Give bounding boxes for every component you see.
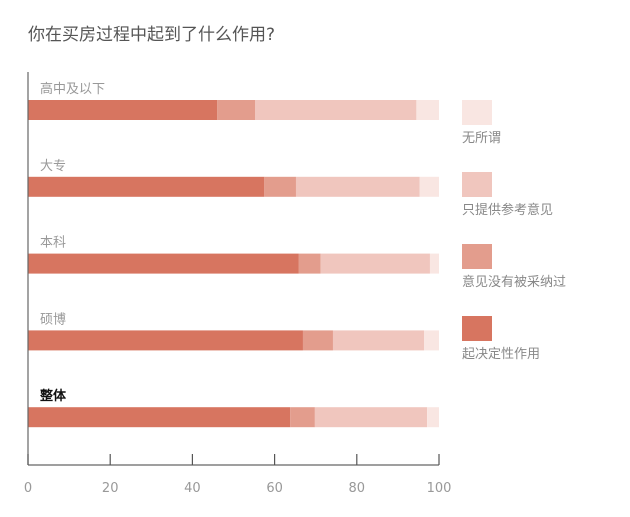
bar-segment (427, 407, 439, 428)
bar-segment (217, 100, 256, 120)
x-tick-label: 20 (102, 481, 119, 496)
legend-label: 无所谓 (462, 131, 501, 146)
category-label: 高中及以下 (40, 81, 105, 97)
bar-segment (295, 176, 420, 197)
x-tick-label: 60 (266, 481, 283, 496)
bar-segment (28, 330, 303, 351)
category-label: 大专 (40, 159, 66, 174)
legend-swatch (462, 172, 492, 197)
legend-label: 起决定性作用 (462, 347, 540, 362)
bar-segment (28, 253, 299, 274)
category-label: 整体 (39, 388, 67, 404)
bar-segment (290, 407, 315, 428)
bar-segment (302, 330, 333, 351)
x-tick-label: 80 (349, 481, 366, 496)
legend-swatch (462, 100, 492, 125)
x-tick-label: 40 (184, 481, 201, 496)
bar-segment (28, 176, 265, 197)
bar-segment (314, 407, 428, 428)
legend-swatch (462, 316, 492, 341)
category-label: 硕博 (40, 312, 66, 327)
legend-swatch (462, 244, 492, 269)
bar-segment (264, 176, 296, 197)
category-label: 本科 (40, 236, 66, 251)
legend-label: 意见没有被采纳过 (462, 274, 566, 290)
bar-segment (429, 253, 439, 274)
bar-segment (424, 330, 439, 351)
bar-segment (332, 330, 425, 351)
bar-segment (298, 253, 321, 274)
bar-segment (28, 407, 291, 428)
chart-title: 你在买房过程中起到了什么作用? (28, 25, 276, 45)
x-tick-label: 0 (24, 481, 32, 496)
bar-segment (28, 100, 218, 120)
legend-label: 只提供参考意见 (462, 202, 553, 218)
bar-segment (320, 253, 430, 274)
bar-segment (419, 176, 439, 197)
bar-segment (255, 100, 417, 120)
bar-segment (416, 100, 439, 120)
x-tick-label: 100 (427, 481, 452, 496)
